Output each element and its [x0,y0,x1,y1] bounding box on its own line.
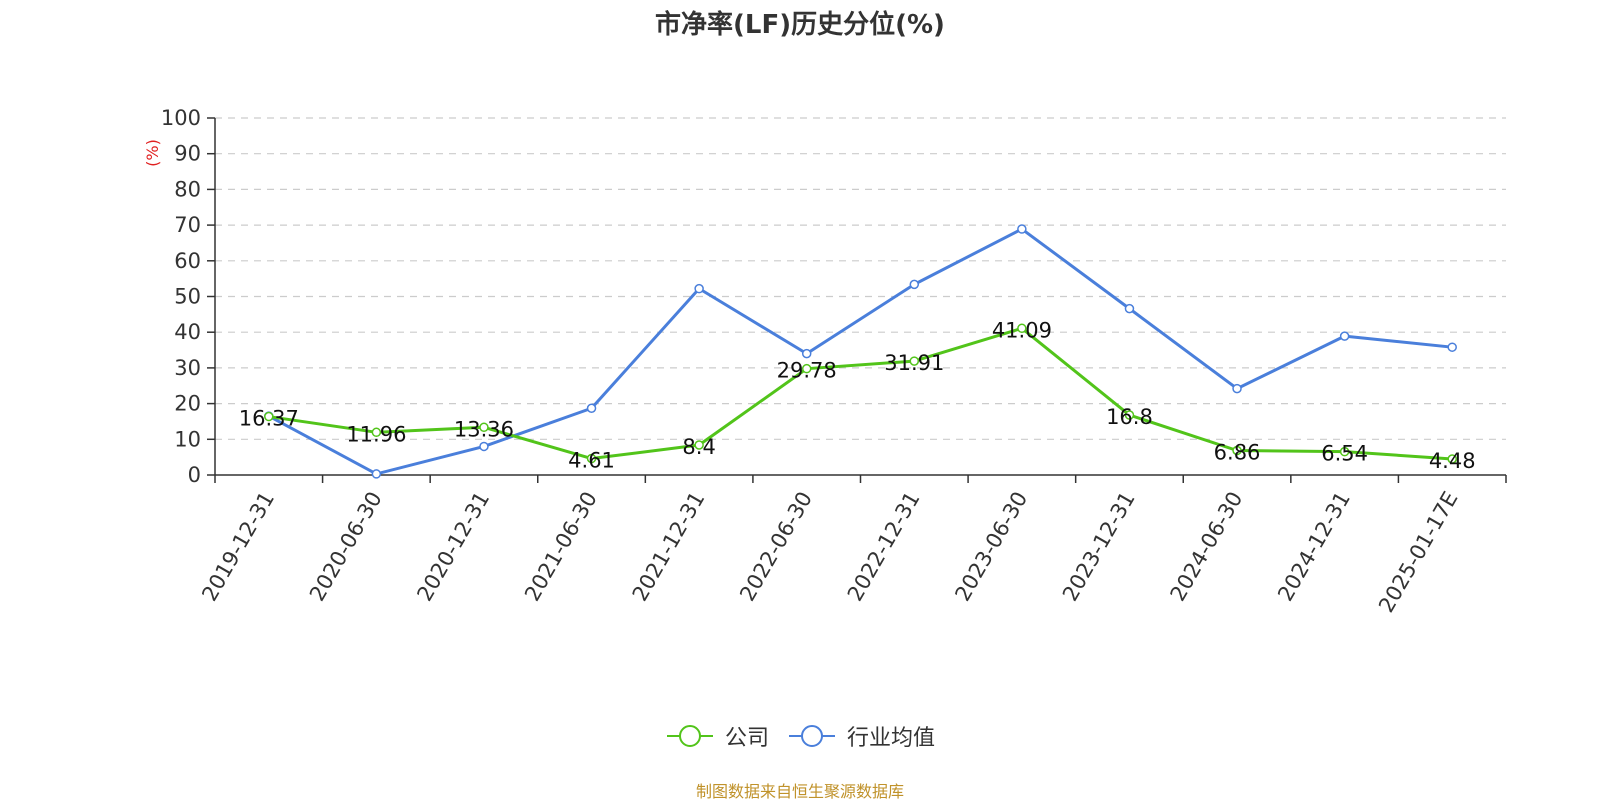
y-tick-label: 30 [174,356,201,380]
point-company [586,453,597,464]
point-company [694,440,704,450]
legend-item-industry[interactable]: 行业均值 [787,720,935,752]
y-axis-label: (%) [143,139,162,167]
y-tick-label: 0 [188,463,201,487]
point-industry [1447,342,1457,352]
x-tick-label: 2019-12-31 [197,488,279,606]
x-tick-label: 2022-06-30 [735,488,817,606]
point-company [1339,446,1350,457]
point-company [801,363,812,374]
x-tick-label: 2020-06-30 [305,488,387,606]
x-tick-label: 2023-06-30 [950,488,1032,606]
y-tick-label: 10 [174,427,201,451]
series-line-industry [268,227,1453,476]
x-tick-label: 2024-12-31 [1273,488,1355,606]
legend: 公司 行业均值 [0,720,1600,752]
x-tick-label: 2025-01-17E [1374,488,1462,617]
data-label: 41.09 [992,318,1052,342]
data-label: 4.61 [568,449,615,473]
y-tick-label: 40 [174,320,201,344]
x-tick-label: 2020-12-31 [412,488,494,606]
point-company [1447,454,1457,464]
y-tick-label: 80 [174,177,201,201]
data-label: 6.86 [1214,441,1261,465]
x-tick-label: 2021-12-31 [628,488,710,606]
x-tick-label: 2024-06-30 [1166,488,1248,606]
point-industry [371,469,382,479]
data-label: 11.96 [346,422,406,446]
data-label: 31.91 [884,351,944,375]
chart-title: 市净率(LF)历史分位(%) [655,10,945,40]
data-label: 4.48 [1429,449,1476,473]
point-industry [1017,224,1027,234]
y-tick-label: 70 [174,213,201,237]
point-industry [694,283,704,294]
y-tick-label: 90 [174,142,201,166]
point-industry [801,348,812,359]
y-tick-label: 50 [174,285,201,309]
legend-industry-circle [801,725,823,747]
point-company [1124,410,1135,420]
y-tick-label: 100 [161,106,201,130]
point-company [1232,445,1242,456]
point-industry [1124,303,1135,314]
point-company [371,427,382,438]
x-tick-label: 2023-12-31 [1058,488,1140,606]
source-note: 制图数据来自恒生聚源数据库 [695,782,904,801]
data-label: 6.54 [1321,442,1368,466]
legend-company-label: 公司 [724,726,769,751]
y-tick-label: 20 [174,392,201,416]
point-industry [586,403,597,413]
legend-industry-marker-icon [789,725,835,747]
point-industry [479,441,489,452]
x-tick-label: 2021-06-30 [520,488,602,606]
data-label: 16.8 [1106,405,1153,429]
point-industry [1339,331,1350,341]
legend-industry-label: 行业均值 [847,726,936,751]
legend-item-company[interactable]: 公司 [665,720,769,752]
data-labels: 16.37 11.96 13.36 4.61 8.4 29.78 31.91 41.09 16.… [239,318,1476,473]
series-lines [264,224,1457,479]
x-tick-label: 2022-12-31 [843,488,925,606]
point-company [1017,323,1027,334]
data-label: 13.36 [454,417,514,441]
y-tick-label: 60 [174,249,201,273]
grid-lines [215,117,1506,440]
data-label: 29.78 [777,359,837,383]
point-company [909,356,920,366]
series-line-company [268,326,1453,461]
point-industry [1232,383,1242,394]
point-company [479,422,489,433]
point-industry [909,279,920,290]
data-label: 16.37 [239,407,299,431]
legend-company-circle [678,725,701,747]
legend-company-marker-icon [666,725,713,747]
data-label: 8.4 [682,435,715,459]
point-company [264,411,274,422]
